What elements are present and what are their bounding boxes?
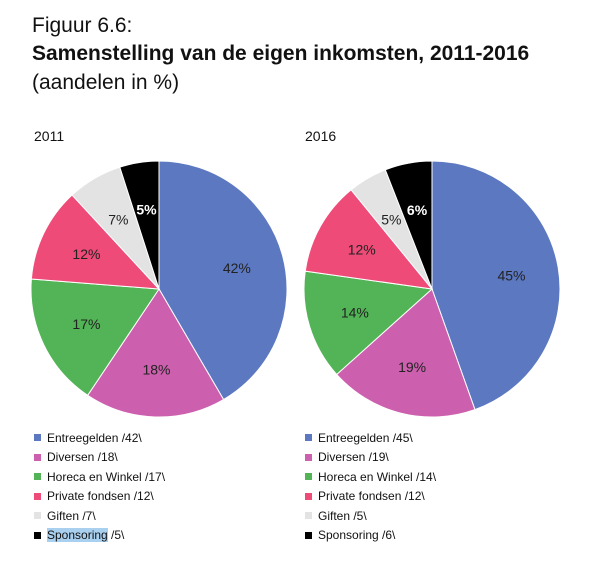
legend-swatch xyxy=(305,492,312,500)
chart-subtitle: (aandelen in %) xyxy=(32,71,180,94)
pie-slice-diversen xyxy=(335,288,476,418)
legend-label: Entreegelden /45\ xyxy=(318,430,413,445)
legend-swatch xyxy=(34,434,41,442)
legend-swatch xyxy=(305,531,312,539)
pie-chart-2016: 45% 19% 14% 12% 5% 6% xyxy=(303,160,561,418)
legend-item-giften: Giften /7\ xyxy=(34,506,165,526)
legend-label: Giften /5\ xyxy=(318,508,367,523)
legend-label: Horeca en Winkel /17\ xyxy=(47,469,166,484)
legend-item-private-fondsen: Private fondsen /12\ xyxy=(34,487,165,507)
data-label-giften: 5% xyxy=(381,211,401,227)
legend-label: Horeca en Winkel /14\ xyxy=(318,469,437,484)
legend-item-diversen: Diversen /18\ xyxy=(34,448,165,468)
figure-label: Figuur 6.6: xyxy=(32,14,133,37)
pie-slice-sponsoring xyxy=(384,160,433,290)
legend-item-entreegelden: Entreegelden /42\ xyxy=(34,428,165,448)
legend-item-horeca-en-winkel: Horeca en Winkel /14\ xyxy=(305,467,436,487)
legend-label: Sponsoring /6\ xyxy=(318,528,396,543)
legend-item-horeca-en-winkel: Horeca en Winkel /17\ xyxy=(34,467,165,487)
legend-item-sponsoring: Sponsoring /5\ xyxy=(34,526,165,546)
legend-swatch xyxy=(305,473,312,481)
data-label-entreegelden: 42% xyxy=(223,260,251,276)
legend-item-private-fondsen: Private fondsen /12\ xyxy=(305,487,436,507)
pie-slice-private-fondsen xyxy=(304,189,434,290)
pie-title-2016: 2016 xyxy=(305,128,337,144)
chart-title: Samenstelling van de eigen inkomsten, 20… xyxy=(32,42,530,65)
data-label-sponsoring: 6% xyxy=(407,202,428,218)
legend-swatch xyxy=(34,531,41,539)
pie-chart-2011: 42% 18% 17% 12% 7% 5% xyxy=(30,160,288,418)
legend-label: Diversen /18\ xyxy=(47,450,118,465)
legend-label: Diversen /19\ xyxy=(318,450,389,465)
data-label-horeca-en-winkel: 14% xyxy=(341,304,369,320)
legend-label: Entreegelden /42\ xyxy=(47,430,142,445)
legend-swatch xyxy=(34,512,41,520)
legend-item-sponsoring: Sponsoring /6\ xyxy=(305,526,436,546)
legend-2011: Entreegelden /42\ Diversen /18\ Horeca en … xyxy=(34,428,165,545)
legend-label: Private fondsen /12\ xyxy=(47,489,154,504)
legend-label: Giften /7\ xyxy=(47,508,96,523)
legend-label: Private fondsen /12\ xyxy=(318,489,425,504)
data-label-private-fondsen: 12% xyxy=(348,241,376,257)
pie-slice-private-fondsen xyxy=(30,194,161,290)
pie-slice-entreegelden xyxy=(431,160,561,411)
legend-swatch xyxy=(34,492,41,500)
legend-item-giften: Giften /5\ xyxy=(305,506,436,526)
data-label-diversen: 18% xyxy=(142,362,170,378)
data-label-sponsoring: 5% xyxy=(136,201,157,217)
legend-swatch xyxy=(34,453,41,461)
legend-swatch xyxy=(305,512,312,520)
legend-swatch xyxy=(305,453,312,461)
legend-label-selection: Sponsoring xyxy=(47,528,108,543)
data-label-horeca-en-winkel: 17% xyxy=(72,316,100,332)
legend-swatch xyxy=(305,434,312,442)
pie-slice-entreegelden xyxy=(158,160,288,401)
pie-slice-sponsoring xyxy=(119,160,160,290)
legend-item-entreegelden: Entreegelden /45\ xyxy=(305,428,436,448)
data-label-private-fondsen: 12% xyxy=(72,246,100,262)
pie-title-2011: 2011 xyxy=(34,128,65,144)
pie-slice-horeca-en-winkel xyxy=(303,270,434,376)
legend-swatch xyxy=(34,473,41,481)
data-label-giften: 7% xyxy=(108,211,128,227)
legend-2016: Entreegelden /45\ Diversen /19\ Horeca en … xyxy=(305,428,436,545)
data-label-entreegelden: 45% xyxy=(497,267,525,283)
pie-slice-diversen xyxy=(86,288,225,418)
pie-slice-horeca-en-winkel xyxy=(30,278,160,396)
legend-label: Sponsoring /5\ xyxy=(47,528,125,543)
legend-item-diversen: Diversen /19\ xyxy=(305,448,436,468)
data-label-diversen: 19% xyxy=(398,359,426,375)
